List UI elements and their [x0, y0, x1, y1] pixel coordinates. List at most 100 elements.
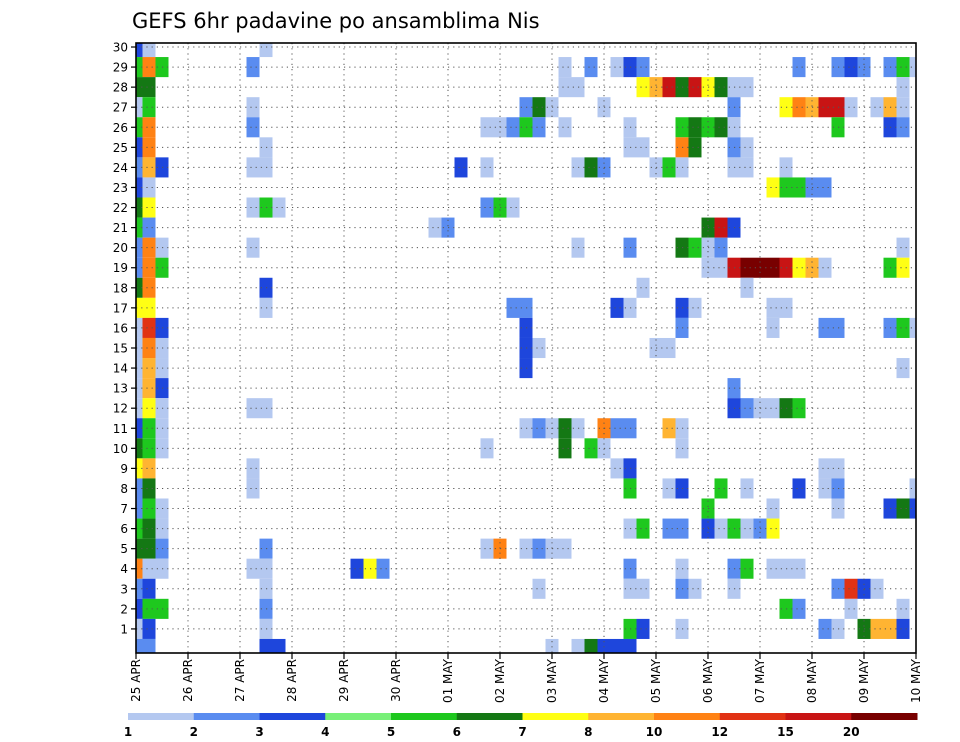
y-tick-label: 6 — [120, 522, 128, 536]
heatmap-cell — [142, 43, 156, 58]
heatmap-cell — [136, 157, 143, 178]
heatmap-cell — [136, 117, 143, 138]
heatmap-cell — [766, 297, 780, 318]
heatmap-cell — [506, 297, 520, 318]
y-axis-ticks: 1234567891011121314151617181920212223242… — [113, 41, 136, 636]
heatmap-cell — [136, 478, 143, 499]
heatmap-cell — [136, 297, 143, 318]
legend-label: 10 — [646, 725, 663, 739]
heatmap-cell — [636, 57, 650, 78]
heatmap-cell — [532, 337, 546, 359]
x-tick-label: 26 APR — [181, 659, 195, 702]
heatmap-cell — [818, 317, 832, 338]
x-tick-label: 27 APR — [233, 659, 247, 702]
y-tick-label: 29 — [113, 61, 128, 75]
heatmap-cell — [688, 297, 702, 318]
heatmap-cell — [246, 398, 260, 419]
heatmap-cell — [259, 638, 273, 653]
heatmap-cell — [896, 57, 910, 78]
heatmap-cell — [259, 43, 273, 58]
heatmap-cell — [142, 458, 156, 479]
x-tick-label: 07 MAY — [753, 658, 767, 703]
heatmap-cell — [792, 558, 806, 579]
heatmap-cell — [136, 618, 143, 639]
heatmap-cell — [896, 618, 910, 639]
legend-swatch — [456, 713, 523, 720]
heatmap-cell — [636, 77, 650, 98]
heatmap-cell — [740, 257, 754, 278]
heatmap-cell — [714, 217, 728, 238]
y-tick-label: 26 — [113, 121, 128, 135]
x-tick-label: 09 MAY — [857, 658, 871, 703]
heatmap-cell — [142, 418, 156, 439]
heatmap-cell — [136, 538, 143, 559]
heatmap-cell — [142, 518, 156, 539]
heatmap-cell — [597, 638, 611, 653]
heatmap-cell — [532, 578, 546, 599]
heatmap-cell — [142, 297, 156, 318]
y-tick-label: 20 — [113, 241, 128, 255]
x-tick-label: 30 APR — [389, 659, 403, 702]
heatmap-cell — [428, 217, 442, 238]
heatmap-cell — [142, 197, 156, 218]
heatmap-cell — [142, 438, 156, 459]
heatmap-cell — [623, 638, 637, 653]
y-tick-label: 17 — [113, 301, 128, 315]
heatmap-cell — [142, 317, 156, 338]
heatmap-cell — [136, 337, 143, 359]
y-tick-label: 16 — [113, 321, 128, 335]
heatmap-cell — [688, 77, 702, 98]
heatmap-cell — [136, 518, 143, 539]
heatmap-cell — [844, 57, 858, 78]
heatmap-cell — [558, 77, 572, 98]
y-tick-label: 28 — [113, 81, 128, 95]
heatmap-cell — [909, 478, 916, 499]
heatmap-cell — [142, 638, 156, 653]
heatmap-cell — [662, 478, 676, 499]
x-tick-label: 28 APR — [285, 659, 299, 702]
heatmap-cell — [506, 117, 520, 138]
heatmap-cell — [480, 117, 494, 138]
heatmap-cell — [818, 478, 832, 499]
heatmap-cell — [246, 97, 260, 118]
heatmap-cell — [844, 97, 858, 118]
heatmap-cell — [844, 598, 858, 619]
legend-swatch — [193, 713, 260, 720]
heatmap-cell — [272, 197, 286, 218]
y-tick-label: 3 — [120, 582, 128, 596]
heatmap-cell — [246, 117, 260, 138]
y-tick-label: 14 — [113, 362, 128, 376]
y-tick-label: 2 — [120, 602, 128, 616]
heatmap-cell — [480, 538, 494, 559]
legend-label: 20 — [843, 725, 860, 739]
heatmap-cell — [142, 558, 156, 579]
heatmap-cell — [142, 337, 156, 359]
legend-swatch — [325, 713, 392, 720]
legend-label: 8 — [584, 725, 592, 739]
heatmap-cell — [870, 97, 884, 118]
heatmap-cell — [740, 157, 754, 178]
heatmap-cell — [818, 97, 832, 118]
heatmap-cell — [818, 257, 832, 278]
y-tick-label: 24 — [113, 161, 128, 175]
heatmap-cell — [740, 137, 754, 158]
heatmap-cell — [909, 57, 916, 78]
heatmap-cell — [136, 197, 143, 218]
heatmap-cell — [792, 57, 806, 78]
y-tick-label: 22 — [113, 201, 128, 215]
heatmap-cell — [142, 378, 156, 399]
heatmap-cell — [740, 518, 754, 539]
heatmap-cell — [688, 137, 702, 158]
heatmap-cell — [136, 558, 143, 579]
heatmap-cell — [792, 478, 806, 499]
heatmap-cell — [792, 398, 806, 419]
heatmap-cell — [636, 518, 650, 539]
heatmap-cell — [740, 277, 754, 298]
heatmap-cell — [136, 578, 143, 599]
heatmap-cell — [610, 418, 624, 439]
heatmap-cell — [714, 257, 728, 278]
heatmap-cell — [766, 518, 780, 539]
y-tick-label: 8 — [120, 482, 128, 496]
heatmap-cell — [136, 57, 143, 78]
heatmap-cell — [636, 277, 650, 298]
